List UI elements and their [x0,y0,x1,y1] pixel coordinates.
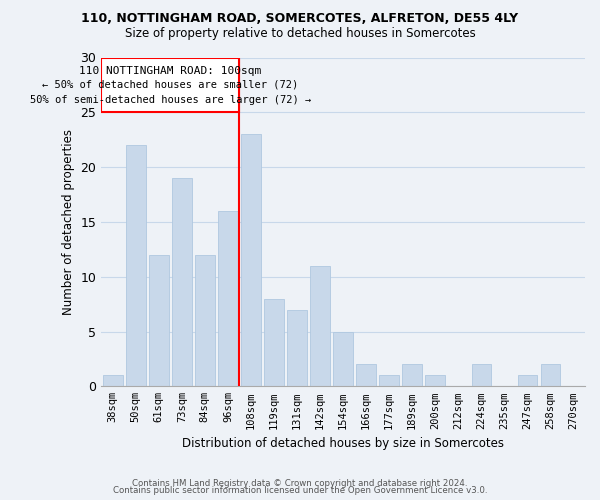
Bar [425,376,445,386]
Bar [403,364,422,386]
Bar [356,364,376,386]
Bar [310,266,330,386]
Bar [518,376,537,386]
Text: Size of property relative to detached houses in Somercotes: Size of property relative to detached ho… [125,28,475,40]
Text: Contains HM Land Registry data © Crown copyright and database right 2024.: Contains HM Land Registry data © Crown c… [132,478,468,488]
Text: 50% of semi-detached houses are larger (72) →: 50% of semi-detached houses are larger (… [29,95,311,105]
Bar [472,364,491,386]
Bar [334,332,353,386]
Bar [379,376,399,386]
Bar [541,364,560,386]
Bar [195,255,215,386]
Bar [218,211,238,386]
Bar [103,376,122,386]
Text: ← 50% of detached houses are smaller (72): ← 50% of detached houses are smaller (72… [42,80,298,90]
Y-axis label: Number of detached properties: Number of detached properties [62,129,75,315]
Text: 110, NOTTINGHAM ROAD, SOMERCOTES, ALFRETON, DE55 4LY: 110, NOTTINGHAM ROAD, SOMERCOTES, ALFRET… [82,12,518,26]
Bar [287,310,307,386]
Bar [264,298,284,386]
Bar [172,178,191,386]
Bar [101,58,239,112]
Bar [149,255,169,386]
Text: 110 NOTTINGHAM ROAD: 100sqm: 110 NOTTINGHAM ROAD: 100sqm [79,66,262,76]
Bar [126,145,146,386]
Bar [241,134,261,386]
X-axis label: Distribution of detached houses by size in Somercotes: Distribution of detached houses by size … [182,437,504,450]
Text: Contains public sector information licensed under the Open Government Licence v3: Contains public sector information licen… [113,486,487,495]
